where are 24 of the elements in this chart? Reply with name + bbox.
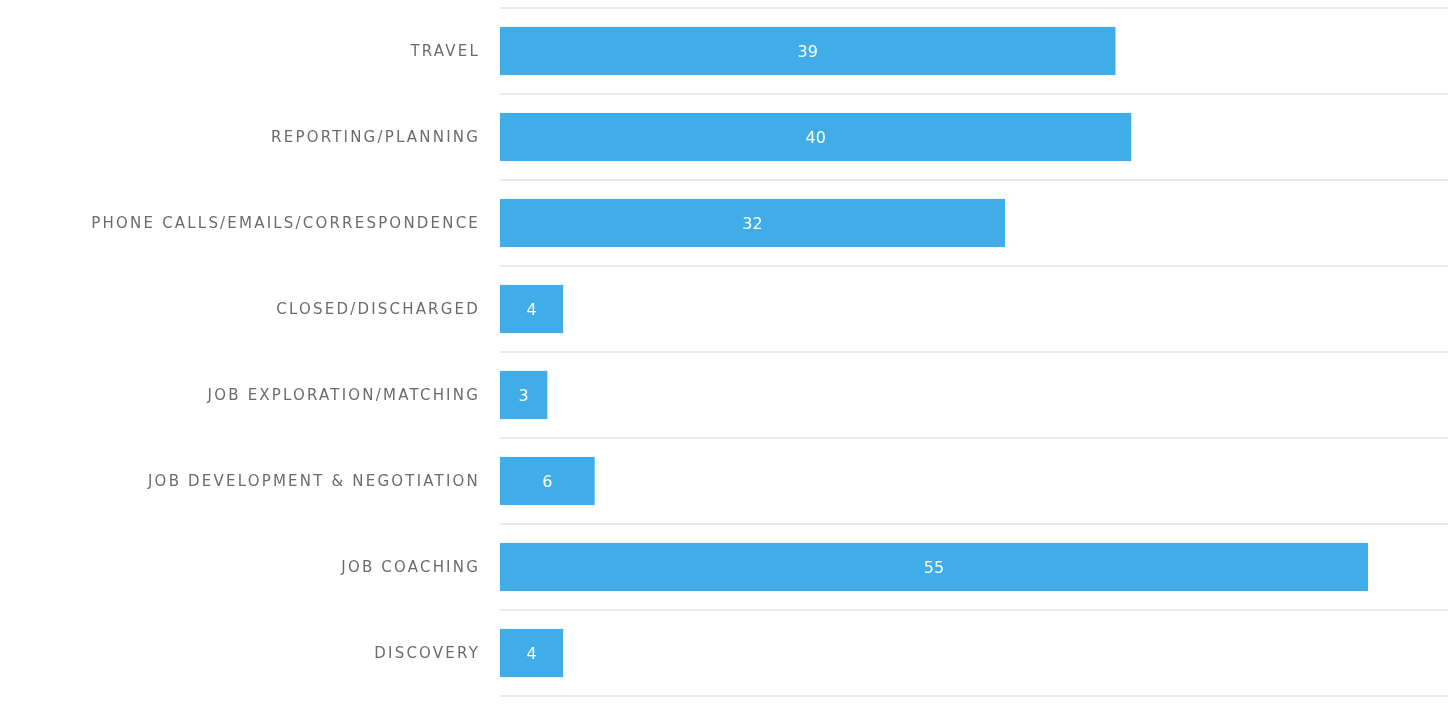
y-tick-label: JOB DEVELOPMENT & NEGOTIATION [147,471,480,490]
bar [500,26,1116,76]
bar [500,112,1132,162]
y-tick-label: CLOSED/DISCHARGED [276,299,480,318]
data-label: 32 [742,213,763,233]
y-tick-label: REPORTING/PLANNING [271,127,480,146]
data-label: 39 [797,41,818,61]
data-label: 55 [923,557,945,577]
bar [500,284,564,334]
y-tick-label: JOB EXPLORATION/MATCHING [206,385,480,404]
bar [500,198,1006,248]
bar [500,628,564,678]
bar [500,370,548,420]
data-label: 6 [542,471,553,491]
bar [500,542,1368,592]
y-tick-label: PHONE CALLS/EMAILS/CORRESPONDENCE [91,213,480,232]
y-tick-label: JOB COACHING [340,557,480,576]
data-label: 40 [805,127,826,147]
data-label: 3 [518,385,529,405]
data-label: 4 [526,299,537,319]
bar [500,456,595,506]
y-tick-label: DISCOVERY [374,643,480,662]
data-label: 4 [526,643,537,663]
y-tick-label: TRAVEL [409,41,480,60]
